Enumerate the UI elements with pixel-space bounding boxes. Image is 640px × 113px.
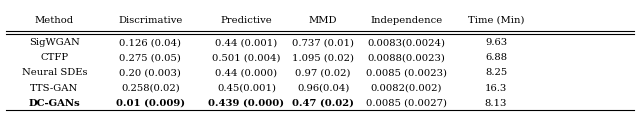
Text: 0.275 (0.05): 0.275 (0.05) [120, 53, 181, 62]
Text: 8.13: 8.13 [485, 98, 507, 107]
Text: Method: Method [35, 16, 74, 25]
Text: 0.439 (0.000): 0.439 (0.000) [209, 98, 284, 107]
Text: 0.47 (0.02): 0.47 (0.02) [292, 98, 354, 107]
Text: 0.501 (0.004): 0.501 (0.004) [212, 53, 281, 62]
Text: Neural SDEs: Neural SDEs [22, 68, 87, 77]
Text: 0.45(0.001): 0.45(0.001) [217, 83, 276, 92]
Text: Predictive: Predictive [221, 16, 272, 25]
Text: 8.25: 8.25 [485, 68, 507, 77]
Text: 1.095 (0.02): 1.095 (0.02) [292, 53, 354, 62]
Text: 16.3: 16.3 [485, 83, 507, 92]
Text: 0.0085 (0.0027): 0.0085 (0.0027) [366, 98, 447, 107]
Text: Discrimative: Discrimative [118, 16, 182, 25]
Text: 6.88: 6.88 [485, 53, 507, 62]
Text: Time (Min): Time (Min) [468, 16, 524, 25]
Text: 0.44 (0.000): 0.44 (0.000) [215, 68, 278, 77]
Text: 0.0085 (0.0023): 0.0085 (0.0023) [366, 68, 447, 77]
Text: 0.0082(0.002): 0.0082(0.002) [371, 83, 442, 92]
Text: 0.96(0.04): 0.96(0.04) [297, 83, 349, 92]
Text: TTS-GAN: TTS-GAN [30, 83, 79, 92]
Text: 0.258(0.02): 0.258(0.02) [121, 83, 180, 92]
Text: 0.126 (0.04): 0.126 (0.04) [120, 38, 181, 47]
Text: 0.0088(0.0023): 0.0088(0.0023) [367, 53, 445, 62]
Text: 0.737 (0.01): 0.737 (0.01) [292, 38, 354, 47]
Text: SigWGAN: SigWGAN [29, 38, 80, 47]
Text: 0.97 (0.02): 0.97 (0.02) [296, 68, 351, 77]
Text: CTFP: CTFP [40, 53, 68, 62]
Text: 0.20 (0.003): 0.20 (0.003) [120, 68, 181, 77]
Text: 9.63: 9.63 [485, 38, 507, 47]
Text: 0.0083(0.0024): 0.0083(0.0024) [367, 38, 445, 47]
Text: Independence: Independence [371, 16, 442, 25]
Text: 0.01 (0.009): 0.01 (0.009) [116, 98, 185, 107]
Text: DC-GANs: DC-GANs [29, 98, 80, 107]
Text: MMD: MMD [309, 16, 337, 25]
Text: 0.44 (0.001): 0.44 (0.001) [215, 38, 278, 47]
